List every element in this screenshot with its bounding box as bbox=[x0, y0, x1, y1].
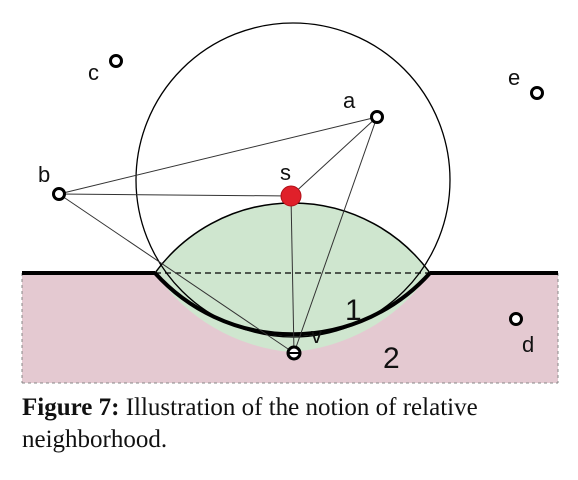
line-b-v bbox=[58, 193, 295, 354]
label-e: e bbox=[508, 65, 520, 90]
point-e bbox=[530, 86, 544, 100]
large-circle bbox=[135, 22, 451, 338]
diagram: c a e b s v d 1 2 bbox=[21, 22, 559, 384]
connecting-lines bbox=[58, 116, 378, 354]
line-a-v bbox=[293, 116, 378, 354]
line-b-s bbox=[58, 193, 292, 197]
point-b bbox=[52, 187, 66, 201]
line-b-a bbox=[58, 116, 378, 195]
point-c bbox=[109, 54, 123, 68]
label-d: d bbox=[522, 332, 534, 357]
point-a bbox=[370, 110, 384, 124]
label-a: a bbox=[343, 88, 356, 113]
figure-caption: Figure 7: Illustration of the notion of … bbox=[22, 392, 567, 456]
label-b: b bbox=[38, 162, 50, 187]
boundary-arc bbox=[153, 271, 432, 337]
line-s-v bbox=[290, 195, 295, 354]
label-s: s bbox=[280, 160, 291, 185]
point-d bbox=[509, 312, 523, 326]
region-label-1: 1 bbox=[345, 294, 362, 327]
label-v: v bbox=[311, 323, 322, 348]
caption-text: Illustration of the notion of relative n… bbox=[22, 394, 478, 453]
region-label-2: 2 bbox=[383, 342, 400, 375]
point-s bbox=[280, 185, 302, 207]
label-c: c bbox=[88, 60, 99, 85]
figure-label: Figure 7: bbox=[22, 394, 120, 421]
line-a-s bbox=[290, 116, 378, 197]
